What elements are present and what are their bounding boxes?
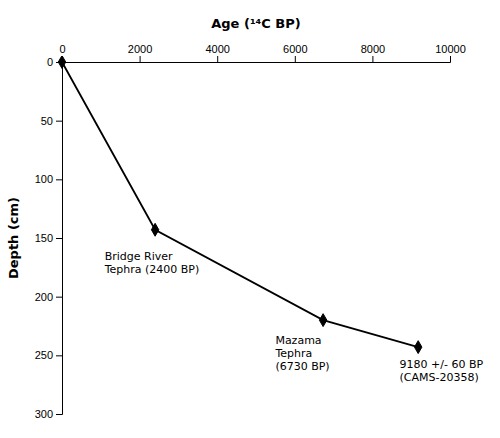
y-tick-mark (56, 414, 62, 415)
x-tick-mark (140, 56, 141, 62)
y-tick-label: 250 (35, 349, 53, 361)
y-tick: 150 (35, 232, 62, 244)
y-tick: 200 (35, 291, 62, 303)
x-tick-label: 2000 (128, 43, 152, 55)
x-tick: 10000 (435, 43, 466, 62)
y-tick-mark (56, 179, 62, 180)
x-tick-label: 10000 (435, 43, 466, 55)
y-tick-mark (56, 355, 62, 356)
chart: 0 2000 4000 6000 8000 10000 0 50 100 150 200 250 300… (0, 0, 500, 438)
annotations: Bridge RiverTephra (2400 BP) MazamaTephra… (104, 250, 484, 384)
marker (151, 223, 158, 236)
x-tick-mark (450, 56, 451, 62)
y-tick-mark (56, 238, 62, 239)
line (62, 62, 418, 347)
annotation: 9180 +/- 60 BP(CAMS-20358) (400, 358, 484, 384)
x-tick-mark (295, 56, 296, 62)
x-tick: 6000 (283, 43, 307, 62)
marker (319, 314, 326, 327)
annotation: Bridge RiverTephra (2400 BP) (104, 250, 200, 276)
y-tick-mark (56, 297, 62, 298)
x-axis-title: Age (¹⁴C BP) (211, 16, 300, 31)
y-tick-label: 100 (35, 173, 53, 185)
y-tick-mark (56, 121, 62, 122)
y-tick-label: 200 (35, 291, 53, 303)
y-axis-line (56, 63, 63, 415)
x-tick-label: 8000 (361, 43, 385, 55)
x-tick: 2000 (128, 43, 152, 62)
y-tick: 300 (35, 408, 62, 420)
annotation: MazamaTephra(6730 BP) (274, 334, 329, 373)
x-tick: 4000 (205, 43, 229, 62)
y-tick-label: 0 (47, 56, 53, 68)
y-tick: 50 (41, 115, 62, 127)
x-tick-mark (217, 56, 218, 62)
x-tick-mark (372, 56, 373, 62)
marks (58, 56, 422, 354)
y-tick: 250 (35, 349, 62, 361)
y-tick: 100 (35, 173, 62, 185)
marker (414, 341, 421, 354)
y-tick-label: 150 (35, 232, 53, 244)
x-tick: 8000 (361, 43, 385, 62)
y-axis: 0 50 100 150 200 250 300 (35, 56, 63, 420)
plot: 0 2000 4000 6000 8000 10000 0 50 100 150 200 250 300… (6, 16, 483, 420)
x-axis-line (63, 56, 451, 63)
x-axis: 0 2000 4000 6000 8000 10000 (59, 43, 465, 63)
y-axis-title: Depth (cm) (6, 197, 21, 279)
marker (58, 56, 65, 68)
y-tick-label: 50 (41, 115, 53, 127)
y-tick-label: 300 (35, 408, 53, 420)
x-tick-label: 0 (59, 43, 65, 55)
x-tick-label: 6000 (283, 43, 307, 55)
x-tick-label: 4000 (205, 43, 229, 55)
